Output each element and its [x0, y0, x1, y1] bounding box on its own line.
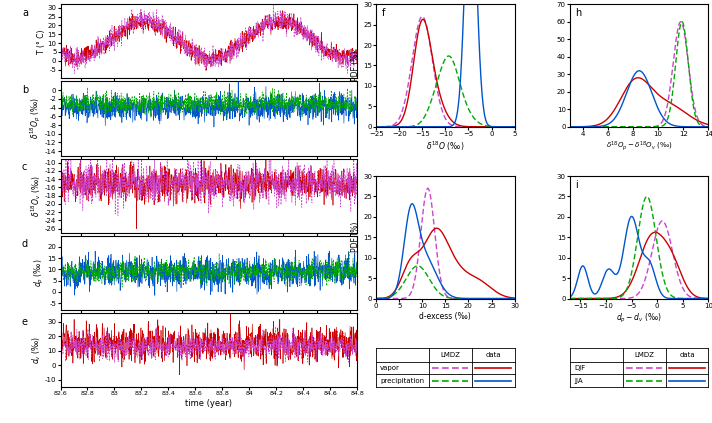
Text: d: d — [22, 239, 28, 250]
X-axis label: $\delta^{18}O$ (‰): $\delta^{18}O$ (‰) — [426, 140, 464, 153]
X-axis label: $\delta^{18}O_p-\delta^{18}O_v$ (‰): $\delta^{18}O_p-\delta^{18}O_v$ (‰) — [606, 140, 673, 154]
Text: c: c — [22, 162, 27, 172]
Text: LMDZ: LMDZ — [634, 352, 654, 358]
Y-axis label: $d_p$ (‰): $d_p$ (‰) — [33, 258, 46, 287]
Text: DJF: DJF — [574, 365, 585, 371]
Text: i: i — [575, 180, 578, 190]
Text: precipitation: precipitation — [380, 378, 424, 384]
Text: LMDZ: LMDZ — [440, 352, 460, 358]
Text: data: data — [679, 352, 695, 358]
Text: e: e — [22, 316, 28, 327]
Y-axis label: PDF (%): PDF (%) — [351, 50, 360, 81]
Text: vapor: vapor — [380, 365, 400, 371]
X-axis label: time (year): time (year) — [185, 399, 232, 408]
Text: a: a — [22, 8, 28, 18]
Y-axis label: $d_v$ (‰): $d_v$ (‰) — [31, 336, 43, 364]
Text: b: b — [22, 85, 28, 95]
Y-axis label: PDF (%): PDF (%) — [351, 222, 360, 253]
Y-axis label: $\delta^{18}O_v$ (‰): $\delta^{18}O_v$ (‰) — [30, 175, 43, 217]
Y-axis label: $\delta^{18}O_p$ (‰): $\delta^{18}O_p$ (‰) — [29, 97, 43, 140]
Text: f: f — [382, 8, 385, 18]
Text: h: h — [575, 8, 582, 18]
X-axis label: $d_p-d_v$ (‰): $d_p-d_v$ (‰) — [616, 311, 662, 324]
Y-axis label: T (° C): T (° C) — [37, 29, 46, 54]
Text: data: data — [486, 352, 501, 358]
Text: JJA: JJA — [574, 378, 582, 384]
X-axis label: d-excess (‰): d-excess (‰) — [419, 311, 471, 321]
